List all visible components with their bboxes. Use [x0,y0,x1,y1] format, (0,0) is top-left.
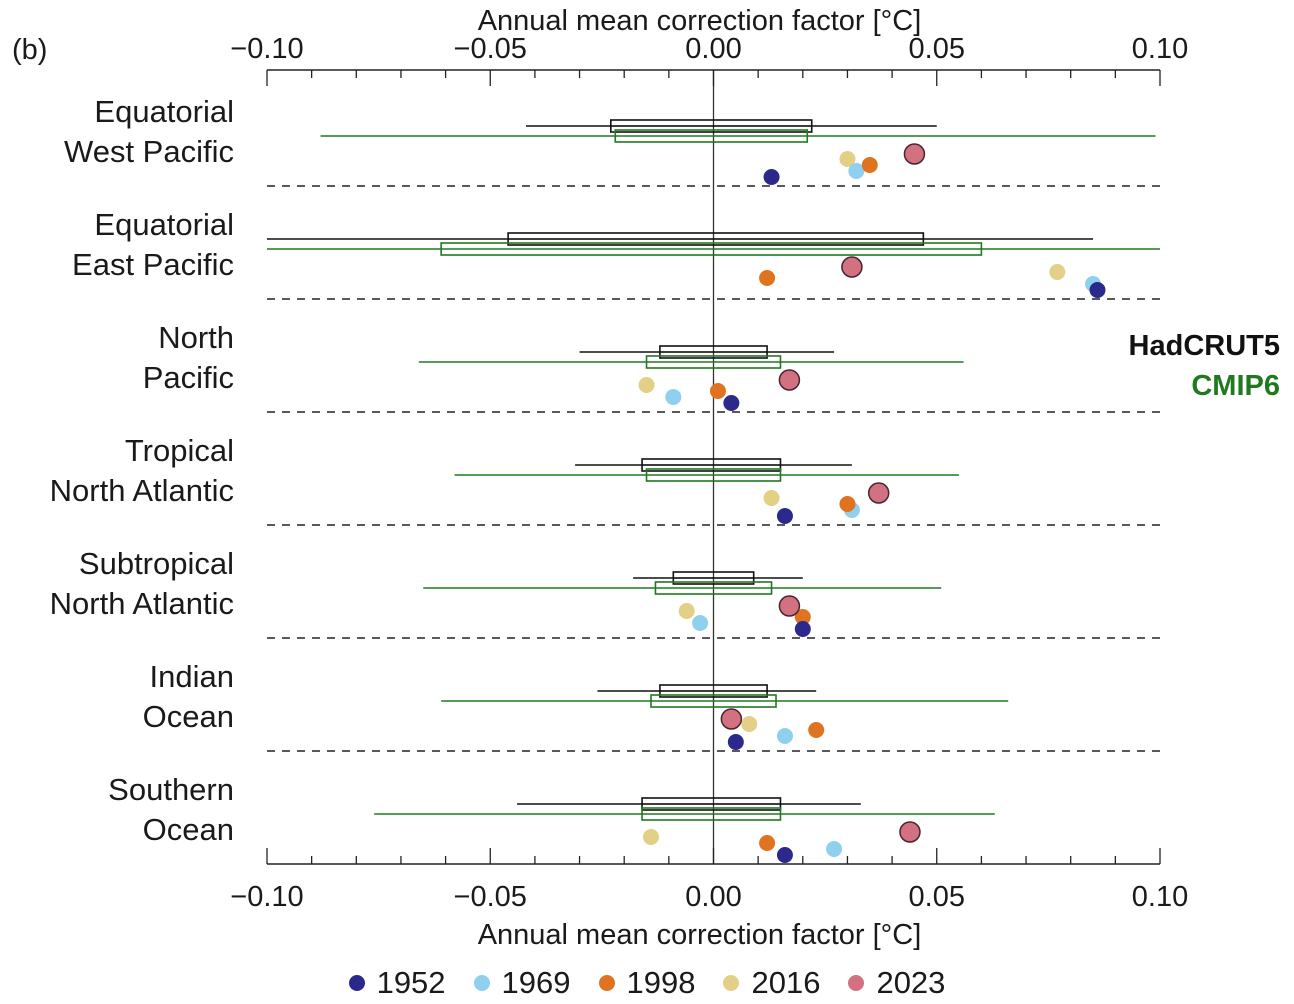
point-2016 [638,377,655,393]
point-1952 [723,395,740,411]
region-label: Subtropical [79,546,234,581]
x-tick-label-top: 0.00 [685,33,741,65]
region-label: Equatorial [94,207,234,242]
point-1952 [727,734,744,750]
point-1952 [776,508,793,524]
point-2016 [642,829,659,845]
x-tick-label-bottom: 0.05 [909,881,965,913]
legend-marker-1952 [348,975,365,991]
cmip6-box [641,807,782,821]
point-2023 [899,821,921,843]
legend-label-2023: 2023 [876,965,946,1000]
point-1952 [763,169,780,185]
legend-cmip6: CMIP6 [1191,370,1280,402]
point-1998 [759,835,776,851]
region-label: Southern [108,772,234,807]
legend-item-1969: 1969 [473,965,571,1001]
point-1998 [861,157,878,173]
point-2023 [778,595,801,617]
point-2016 [839,151,856,167]
legend-label-2016: 2016 [751,965,821,1000]
year-legend: 1952 1969 1998 2016 2023 [0,962,1294,1004]
x-tick-label-bottom: −0.10 [230,881,303,913]
point-2023 [720,708,743,730]
region-label: East Pacific [72,247,234,282]
x-tick-label-top: 0.05 [909,33,965,65]
legend-label-1998: 1998 [626,965,696,1000]
legend-label-1952: 1952 [376,965,446,1000]
x-axis-label-bottom: Annual mean correction factor [°C] [478,919,922,951]
legend-marker-1969 [473,975,490,991]
legend-item-1998: 1998 [598,965,696,1001]
point-1952 [794,621,811,637]
point-1998 [794,609,811,625]
point-2023 [903,143,926,165]
x-tick-label-top: −0.10 [230,33,303,65]
x-tick-label-top: −0.05 [454,33,527,65]
x-axis-label-top: Annual mean correction factor [°C] [478,5,922,37]
point-1969 [665,389,682,405]
legend-item-2023: 2023 [848,965,945,1001]
x-tick-label-bottom: −0.05 [454,881,527,913]
point-1952 [776,847,793,863]
cmip6-box [440,242,983,256]
point-2023 [778,369,801,391]
point-2016 [1049,264,1066,280]
x-tick-label-bottom: 0.10 [1132,881,1188,913]
point-2023 [867,482,890,504]
point-2016 [678,603,695,619]
cmip6-box [645,468,782,482]
point-2016 [763,490,780,506]
point-2016 [741,716,758,732]
x-tick-label-bottom: 0.00 [685,881,741,913]
point-1998 [709,383,726,399]
legend-item-2016: 2016 [723,965,820,1001]
cmip6-box [614,129,809,143]
legend-item-1952: 1952 [348,965,446,1001]
region-label: North Atlantic [50,473,234,508]
region-label: Equatorial [94,94,234,129]
cmip6-box [654,581,773,595]
region-label: Pacific [143,360,234,395]
point-1969 [692,615,709,631]
point-2023 [841,256,863,278]
point-1969 [776,728,793,744]
legend-marker-1998 [598,975,615,991]
region-label: Tropical [125,433,234,468]
region-label: Ocean [143,812,234,847]
legend-marker-2023 [848,975,865,991]
legend-label-1969: 1969 [501,965,571,1000]
point-1998 [839,496,856,512]
region-label: Ocean [143,699,234,734]
region-label: North [158,320,234,355]
region-label: Indian [150,659,234,694]
cmip6-box [650,694,777,708]
cmip6-box [645,355,782,369]
legend-hadcrut5: HadCRUT5 [1128,330,1280,362]
region-label: West Pacific [64,134,234,169]
point-1969 [848,163,865,179]
region-label: North Atlantic [50,586,234,621]
point-1952 [1089,282,1106,298]
legend-marker-2016 [723,975,740,991]
point-1969 [826,841,843,857]
x-tick-label-top: 0.10 [1132,33,1188,65]
panel-label: (b) [12,34,48,66]
point-1998 [808,722,825,738]
point-1998 [759,270,776,286]
